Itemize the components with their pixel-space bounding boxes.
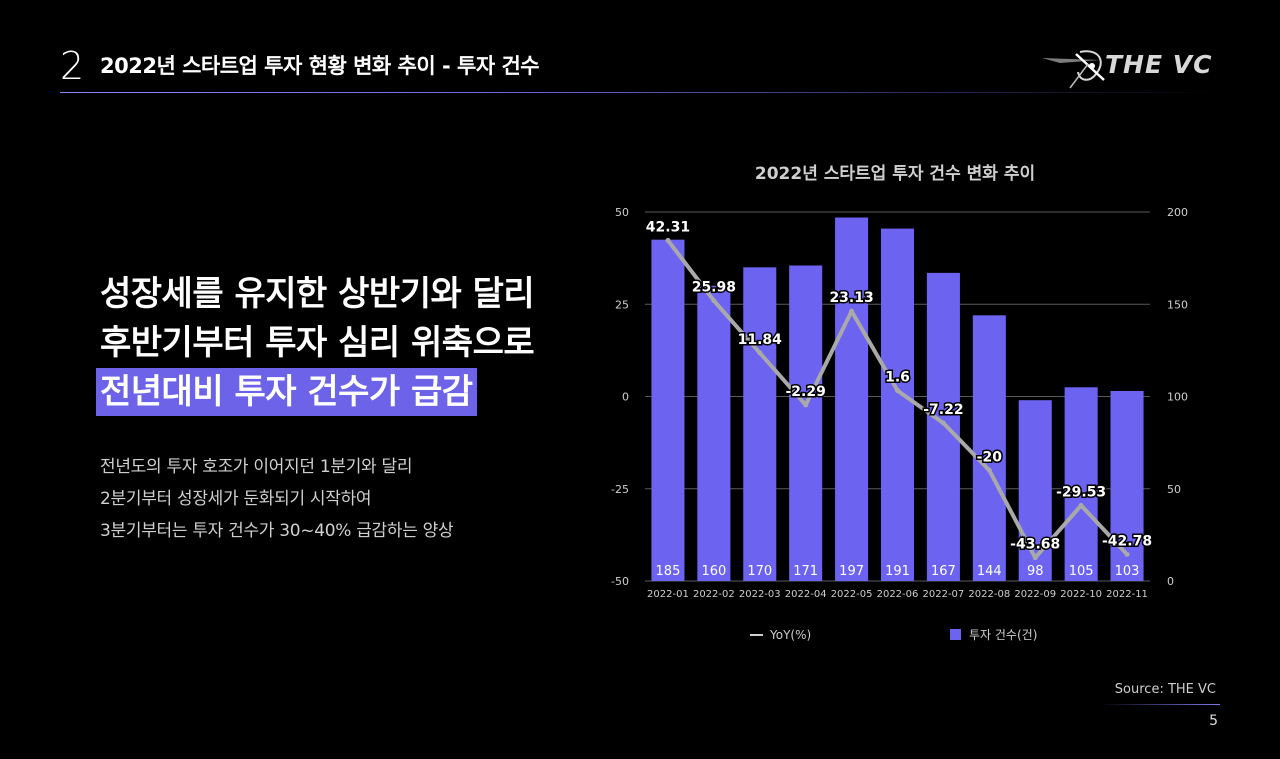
yoy-point: [986, 467, 992, 473]
header-divider: [60, 92, 1220, 93]
x-tick-label: 2022-09: [1014, 589, 1056, 600]
bar: [926, 272, 960, 581]
chart-title: 2022년 스타트업 투자 건수 변화 추이: [755, 164, 1035, 184]
yoy-point: [1032, 555, 1038, 561]
right-axis-tick-label: 50: [1167, 483, 1181, 496]
bar: [651, 239, 685, 582]
headline: 성장세를 유지한 상반기와 달리 후반기부터 투자 심리 위축으로 전년대비 투…: [96, 270, 535, 417]
body-text: 전년도의 투자 호조가 이어지던 1분기와 달리 2분기부터 성장세가 둔화되기…: [100, 451, 454, 547]
yoy-value-label: 23.13: [829, 290, 873, 306]
left-axis-tick-label: -50: [611, 575, 629, 588]
section-number: 2: [60, 44, 85, 88]
x-tick-label: 2022-03: [739, 589, 781, 600]
headline-line-2: 후반기부터 투자 심리 위축으로: [100, 323, 535, 363]
yoy-point: [665, 237, 671, 243]
bar: [1018, 400, 1052, 581]
legend-bar-swatch: [950, 629, 961, 640]
body-line-1: 전년도의 투자 호조가 이어지던 1분기와 달리: [100, 457, 413, 477]
yoy-value-label: -7.22: [923, 402, 963, 418]
bar-value-label: 191: [885, 564, 910, 579]
yoy-value-label: 42.31: [646, 219, 690, 235]
yoy-value-label: 25.98: [692, 280, 736, 296]
bar-value-label: 170: [747, 564, 772, 579]
bar: [743, 267, 777, 581]
right-axis-tick-label: 100: [1167, 391, 1188, 404]
bar-value-label: 98: [1027, 564, 1044, 579]
thevc-logo-icon: [1042, 50, 1105, 89]
logo-text: THE VC: [1105, 50, 1213, 79]
bar-value-label: 185: [656, 564, 681, 579]
yoy-value-label: -43.68: [1010, 537, 1060, 553]
yoy-point: [895, 388, 900, 394]
x-tick-label: 2022-07: [923, 589, 965, 600]
yoy-value-label: 1.6: [885, 370, 910, 386]
bar: [697, 285, 731, 581]
yoy-point: [940, 420, 946, 426]
right-axis-tick-label: 150: [1167, 298, 1188, 311]
yoy-value-label: 11.84: [738, 332, 783, 348]
headline-highlight: 전년대비 투자 건수가 급감: [96, 368, 477, 416]
bar-value-label: 160: [701, 564, 726, 579]
body-line-3: 3분기부터는 투자 건수가 30~40% 급감하는 양상: [100, 521, 454, 541]
bar: [972, 315, 1006, 581]
yoy-point: [1078, 502, 1084, 508]
headline-line-1: 성장세를 유지한 상반기와 달리: [100, 274, 535, 314]
x-tick-label: 2022-05: [831, 589, 873, 600]
yoy-point: [711, 298, 717, 304]
left-axis-tick-label: 50: [615, 206, 629, 219]
yoy-value-label: -20: [977, 449, 1003, 465]
x-tick-label: 2022-04: [785, 589, 827, 600]
source-note: Source: THE VC: [1114, 682, 1216, 697]
yoy-value-label: -2.29: [786, 384, 826, 400]
yoy-point: [1124, 551, 1130, 557]
page-title: 2022년 스타트업 투자 현황 변화 추이 - 투자 건수: [100, 54, 540, 78]
legend-label-yoy: YoY(%): [769, 628, 811, 642]
yoy-value-label: -42.78: [1102, 533, 1152, 549]
left-axis-tick-label: -25: [611, 483, 629, 496]
legend-label-count: 투자 건수(건): [969, 628, 1037, 642]
bar: [1064, 387, 1098, 581]
x-tick-label: 2022-10: [1060, 589, 1102, 600]
bar: [880, 228, 915, 581]
left-axis-tick-label: 0: [622, 391, 629, 404]
body-line-2: 2분기부터 성장세가 둔화되기 시작하여: [100, 489, 372, 509]
yoy-point: [757, 350, 763, 356]
right-axis-tick-label: 0: [1167, 575, 1174, 588]
x-tick-label: 2022-01: [647, 589, 689, 600]
bar-value-label: 103: [1115, 564, 1140, 579]
left-axis-tick-label: 25: [615, 298, 629, 311]
bar-value-label: 105: [1069, 564, 1094, 579]
x-tick-label: 2022-08: [968, 589, 1010, 600]
bar-value-label: 171: [793, 564, 818, 579]
bar-value-label: 167: [931, 564, 956, 579]
bar-value-label: 197: [839, 564, 864, 579]
bar: [1110, 390, 1144, 581]
x-tick-label: 2022-11: [1106, 589, 1148, 600]
yoy-point: [803, 402, 809, 408]
bar: [789, 265, 823, 581]
yoy-point: [849, 308, 855, 314]
bar: [835, 217, 869, 581]
page-number: 5: [1209, 713, 1218, 729]
x-tick-label: 2022-06: [877, 589, 919, 600]
x-tick-label: 2022-02: [693, 589, 735, 600]
source-divider: [1100, 704, 1220, 705]
investment-count-chart: 2022년 스타트업 투자 건수 변화 추이 50 200 25 150 0 100 -25…: [611, 164, 1188, 642]
right-axis-tick-label: 200: [1167, 206, 1188, 219]
bar-value-label: 144: [977, 564, 1002, 579]
yoy-value-label: -29.53: [1056, 484, 1106, 500]
